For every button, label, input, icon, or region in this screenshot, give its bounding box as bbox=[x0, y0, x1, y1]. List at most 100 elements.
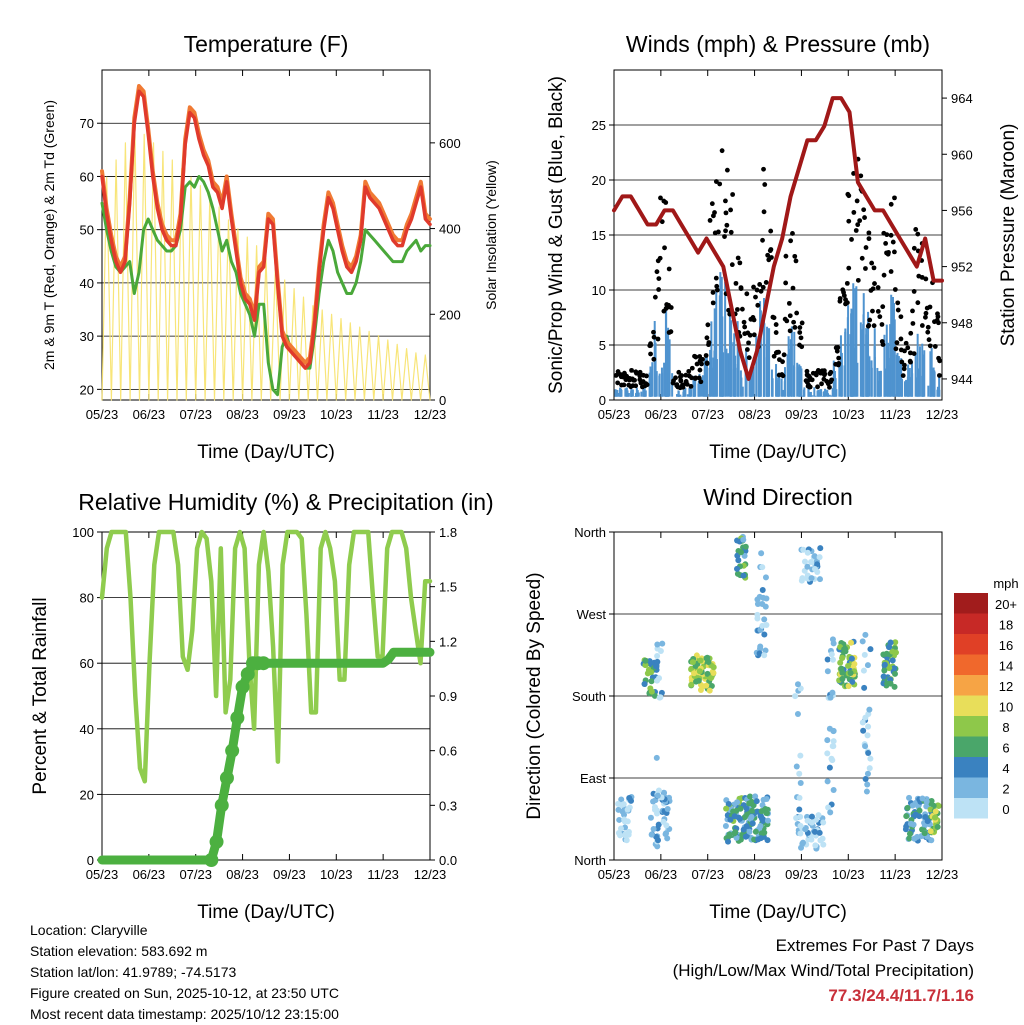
temperature-ylabel: 2m & 9m T (Red, Orange) & 2m Td (Green) bbox=[41, 100, 57, 370]
temperature-y2-tick-label: 400 bbox=[439, 222, 461, 237]
direction-point bbox=[909, 802, 916, 809]
direction-point bbox=[762, 574, 769, 581]
direction-point bbox=[860, 667, 867, 674]
winds-gust-point bbox=[883, 240, 889, 246]
winds-gust-point bbox=[902, 362, 907, 368]
temperature-y-tick-label: 70 bbox=[80, 116, 94, 131]
direction-point bbox=[705, 659, 712, 666]
winds-gust-point bbox=[863, 245, 869, 250]
winds-gust-point bbox=[751, 332, 757, 338]
legend-label: 20+ bbox=[995, 597, 1017, 612]
legend-label: 2 bbox=[1002, 782, 1009, 797]
direction-point bbox=[664, 835, 671, 842]
humidity-series-rh bbox=[99, 529, 433, 784]
direction-point bbox=[792, 693, 799, 700]
temperature-series-2m bbox=[100, 89, 432, 370]
humidity-x-tick-label: 09/23 bbox=[273, 867, 306, 882]
direction-point bbox=[657, 694, 664, 701]
winds-gust-point bbox=[621, 382, 627, 388]
direction-point bbox=[812, 842, 819, 849]
winds-gust-point bbox=[919, 323, 925, 328]
winds-gust-point bbox=[631, 377, 636, 383]
direction-point bbox=[859, 638, 866, 645]
winds-gust-point bbox=[821, 368, 827, 374]
direction-point bbox=[891, 683, 898, 690]
winds-gust-point bbox=[781, 352, 787, 358]
winds-gust-point bbox=[899, 359, 905, 365]
humidity-precip-point bbox=[219, 771, 234, 785]
winds-gust-point bbox=[717, 181, 723, 187]
winds-gust-point bbox=[902, 348, 907, 354]
winds-gust-point bbox=[866, 230, 872, 236]
winds-gust-point bbox=[815, 384, 820, 390]
winds-gust-point bbox=[849, 237, 854, 242]
direction-y-tick-label: East bbox=[580, 771, 606, 786]
humidity-precip-point bbox=[230, 710, 245, 725]
winds-gust-point bbox=[648, 351, 653, 357]
temperature-xlabel: Time (Day/UTC) bbox=[197, 442, 335, 463]
direction-point bbox=[928, 837, 935, 844]
winds-gust-point bbox=[799, 320, 805, 326]
direction-point bbox=[812, 816, 819, 823]
winds-y-tick-label: 25 bbox=[592, 118, 606, 133]
direction-point bbox=[617, 832, 624, 839]
direction-point bbox=[753, 798, 760, 805]
winds-gust-point bbox=[872, 281, 877, 286]
humidity-y-tick-label: 100 bbox=[72, 525, 94, 540]
direction-point bbox=[654, 837, 661, 844]
extremes-subtitle: (High/Low/Max Wind/Total Precipitation) bbox=[672, 961, 974, 980]
temperature-y-tick-label: 30 bbox=[80, 329, 94, 344]
winds-gust-point bbox=[841, 293, 847, 298]
winds-gust-point bbox=[888, 201, 894, 207]
winds-gust-point bbox=[741, 319, 747, 325]
direction-point bbox=[621, 818, 628, 825]
direction-point bbox=[827, 809, 834, 816]
direction-point bbox=[862, 631, 869, 638]
winds-ylabel-right: Station Pressure (Maroon) bbox=[998, 124, 1019, 347]
winds-gust-point bbox=[925, 324, 931, 330]
winds-x-tick-label: 09/23 bbox=[785, 407, 818, 422]
direction-point bbox=[794, 710, 801, 717]
humidity-title: Relative Humidity (%) & Precipitation (i… bbox=[78, 489, 493, 515]
winds-gust-point bbox=[746, 340, 751, 346]
winds-y2-tick-label: 964 bbox=[951, 91, 973, 106]
winds-gust-point bbox=[615, 380, 621, 386]
humidity-y-tick-label: 80 bbox=[80, 591, 94, 606]
winds-gust-point bbox=[705, 322, 711, 328]
temperature-y2-tick-label: 200 bbox=[439, 307, 461, 322]
winds-gust-point bbox=[710, 290, 716, 295]
winds-gust-point bbox=[761, 166, 766, 172]
winds-y-tick-label: 10 bbox=[592, 283, 606, 298]
winds-gust-point bbox=[858, 173, 864, 179]
winds-gust-point bbox=[836, 360, 842, 366]
winds-gust-point bbox=[644, 382, 650, 388]
direction-point bbox=[734, 565, 741, 572]
direction-point bbox=[756, 650, 763, 657]
winds-gust-point bbox=[710, 300, 716, 306]
winds-gust-point bbox=[853, 228, 859, 233]
legend-label: 6 bbox=[1002, 741, 1009, 756]
humidity-x-tick-label: 11/23 bbox=[367, 867, 399, 882]
winds-gust-point bbox=[737, 260, 743, 266]
direction-point bbox=[923, 803, 930, 810]
direction-point bbox=[704, 670, 711, 677]
direction-x-tick-label: 07/23 bbox=[691, 867, 724, 882]
winds-gust-point bbox=[867, 317, 873, 323]
winds-gust-point bbox=[871, 323, 877, 329]
direction-point bbox=[740, 536, 747, 543]
direction-point bbox=[801, 558, 808, 565]
winds-y-tick-label: 5 bbox=[599, 338, 606, 353]
direction-point bbox=[919, 795, 926, 802]
direction-point bbox=[743, 823, 750, 830]
legend-swatch bbox=[954, 695, 988, 716]
legend-label: 14 bbox=[999, 659, 1013, 674]
winds-gust-point bbox=[915, 300, 921, 306]
direction-x-tick-label: 10/23 bbox=[832, 867, 865, 882]
direction-point bbox=[808, 813, 815, 820]
direction-point bbox=[804, 563, 811, 570]
winds-gust-point bbox=[735, 255, 741, 261]
winds-ylabel: Sonic/Prop Wind & Gust (Blue, Black) bbox=[546, 76, 567, 394]
direction-point bbox=[696, 668, 703, 675]
direction-point bbox=[906, 794, 913, 801]
winds-gust-point bbox=[833, 345, 839, 351]
